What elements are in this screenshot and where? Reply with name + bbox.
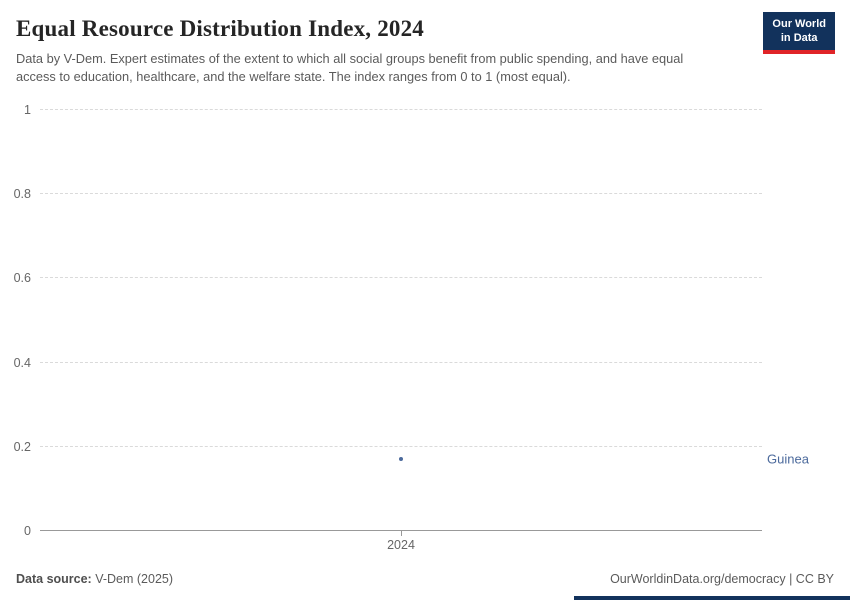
gridline (40, 109, 762, 110)
y-axis-tick-label: 0.6 (13, 271, 31, 286)
chart-footer: Data source: V-Dem (2025) OurWorldinData… (16, 572, 834, 586)
credit-link[interactable]: OurWorldinData.org/democracy | CC BY (610, 572, 834, 586)
plot-area: 0 0.2 0.4 0.6 0.8 1 2024 Guinea (14, 103, 809, 552)
x-axis-tick-label: 2024 (387, 538, 415, 552)
y-axis-tick-label: 0.8 (13, 187, 31, 202)
y-axis-tick-label: 1 (24, 103, 31, 117)
data-source-value: V-Dem (2025) (95, 572, 174, 586)
gridline (40, 361, 762, 363)
gridline (40, 277, 762, 279)
y-axis-tick-label: 0.4 (13, 355, 31, 370)
logo-line2: in Data (780, 32, 818, 45)
gridline (40, 193, 762, 195)
owid-logo[interactable]: Our World in Data (763, 12, 835, 54)
chart-subtitle: Data by V-Dem. Expert estimates of the e… (16, 51, 684, 85)
logo-line1: Our World (772, 18, 826, 30)
data-source-label: Data source: (16, 572, 92, 586)
entity-label[interactable]: Guinea (767, 451, 809, 467)
gridline (40, 445, 762, 447)
data-source: Data source: V-Dem (2025) (16, 572, 173, 586)
y-axis-tick-label: 0 (24, 524, 31, 538)
chart-header: Equal Resource Distribution Index, 2024 … (16, 16, 740, 86)
x-axis-baseline (40, 530, 762, 531)
chart-title: Equal Resource Distribution Index, 2024 (16, 16, 425, 41)
x-axis-tick (401, 531, 402, 536)
bottom-accent-bar (574, 596, 850, 600)
y-axis-tick-label: 0.2 (13, 439, 31, 454)
data-point[interactable] (399, 457, 403, 462)
